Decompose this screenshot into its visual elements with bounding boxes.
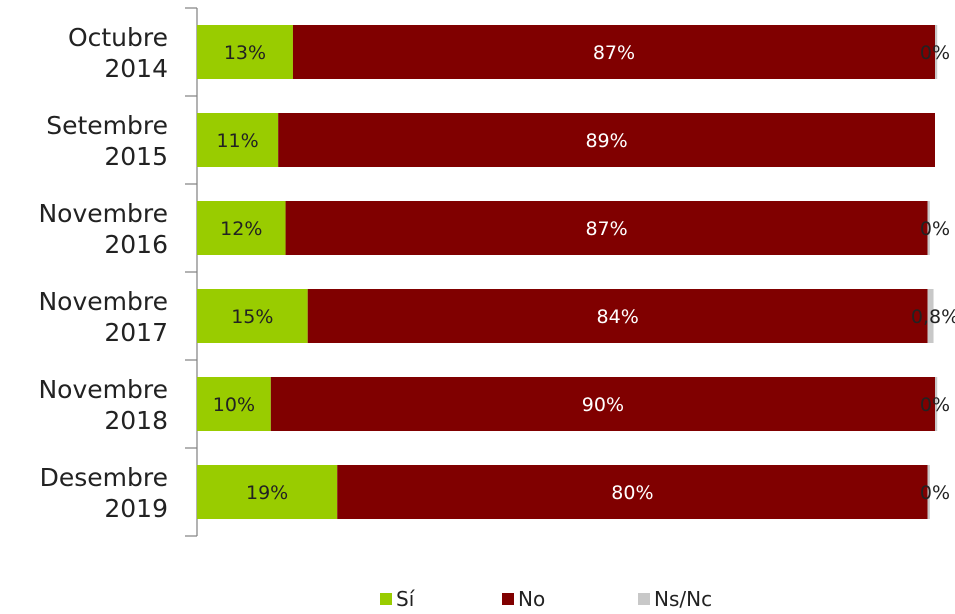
legend-swatch [638,593,650,605]
bar-segment [197,113,279,167]
category-label: Novembre 2018 [38,375,168,435]
data-label: 0% [920,218,950,240]
data-label: 0,8% [911,306,955,328]
bar-segment [197,25,293,79]
bar-segment [197,377,271,431]
bar-segment [337,465,928,519]
data-label: 84% [597,306,639,328]
data-label: 0% [920,482,950,504]
bar-segment [285,201,928,255]
value-labels: 13% 87% 0% 11% 89% 12% 87% 0% 15% 84% 0,8% 10% 90% 0%… [213,42,955,504]
category-label: Novembre 2016 [38,199,168,259]
legend-swatch [502,593,514,605]
data-label: 0% [920,394,950,416]
category-axis: Octubre 2014 Setembre 2015 Novembre 2016 Novem… [38,7,198,537]
category-label: Desembre 2019 [40,463,168,523]
bar-segment [927,289,934,343]
category-label: Setembre 2015 [46,111,168,171]
data-label: 10% [213,394,255,416]
bar-segment [307,289,928,343]
data-label: 0% [920,42,950,64]
data-label: 87% [585,218,627,240]
bar-segment [270,377,935,431]
data-label: 80% [611,482,653,504]
data-label: 87% [593,42,635,64]
legend-label: Sí [396,587,416,611]
data-label: 19% [246,482,288,504]
data-label: 13% [224,42,266,64]
bar-segment [197,465,338,519]
bar-segment [935,377,938,431]
bar-segment [197,289,308,343]
data-label: 11% [216,130,258,152]
bar-segment [292,25,935,79]
bar-segment [197,201,286,255]
bar-segment [278,113,935,167]
bar-segment [935,25,938,79]
legend: Sí No Ns/Nc [380,587,712,611]
data-label: 12% [220,218,262,240]
data-label: 15% [231,306,273,328]
legend-label: No [518,587,545,611]
category-label: Novembre 2017 [38,287,168,347]
legend-label: Ns/Nc [654,587,712,611]
bar-segment [927,201,930,255]
data-label: 90% [582,394,624,416]
category-label: Octubre 2014 [68,23,168,83]
legend-swatch [380,593,392,605]
data-label: 89% [585,130,627,152]
bar-segment [927,465,930,519]
bars [197,25,938,519]
